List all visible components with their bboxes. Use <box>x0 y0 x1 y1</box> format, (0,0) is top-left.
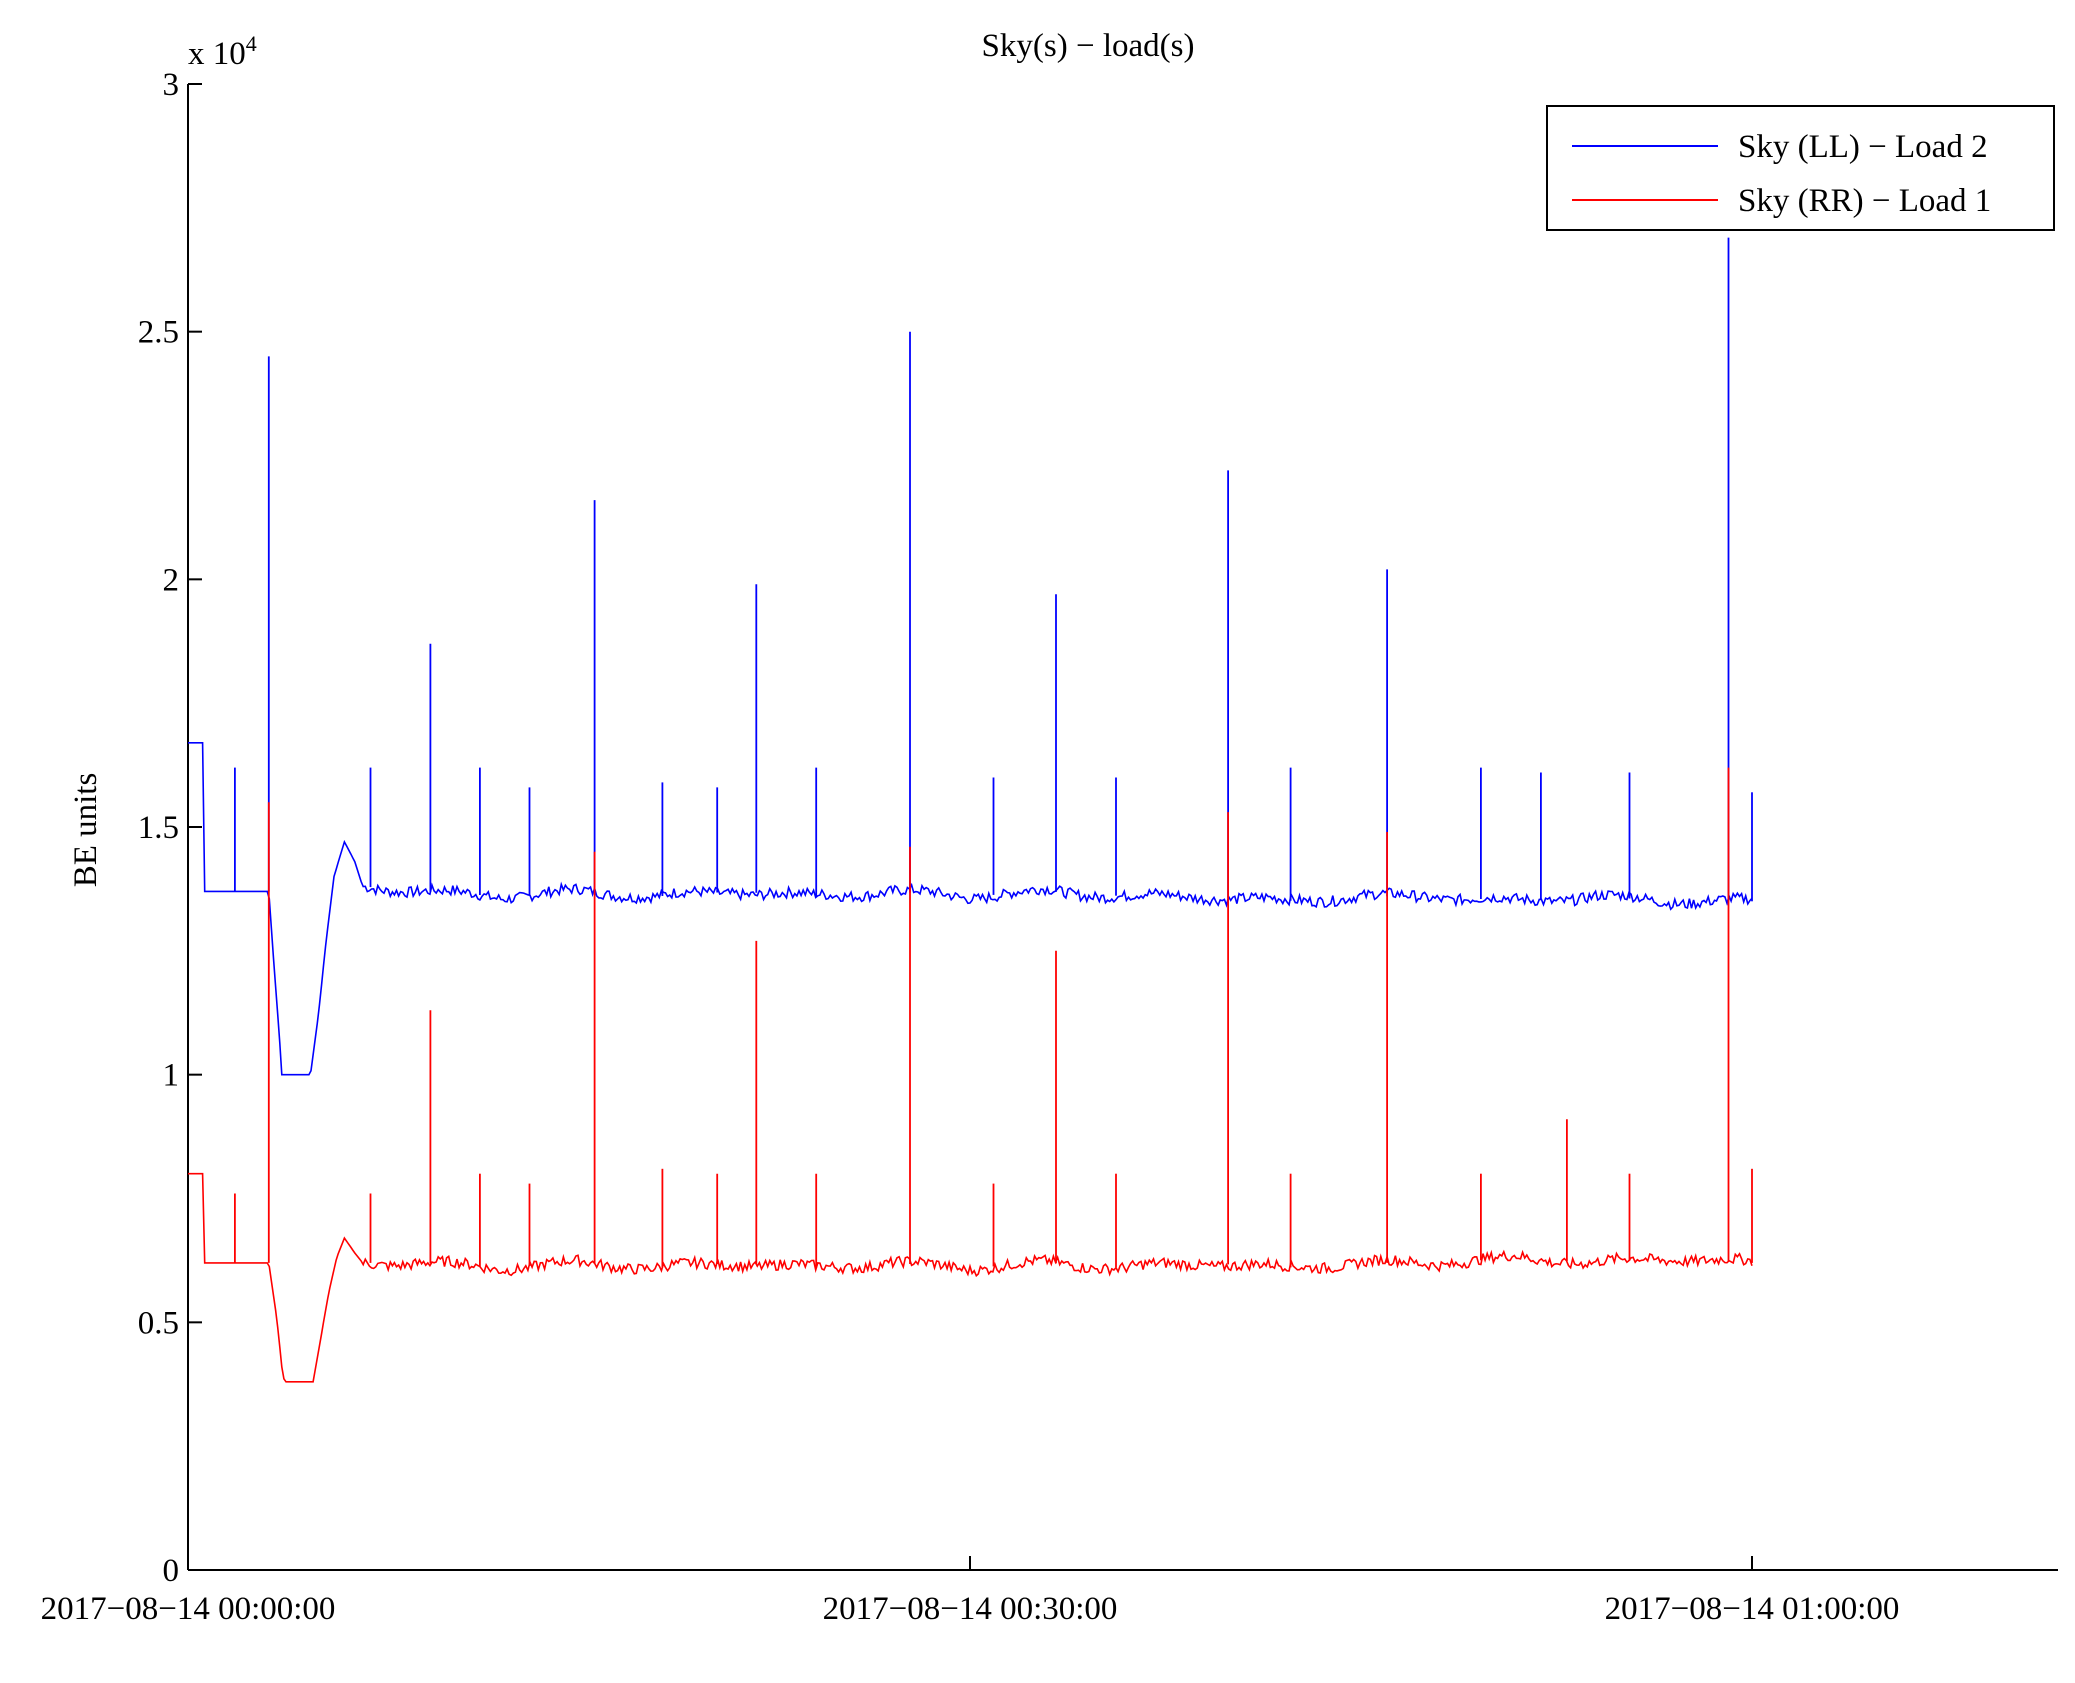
ticks-layer: 0 0.5 1 1.5 2 2.5 3 2017−08−14 00:00:00 2017−08−… <box>41 67 1900 1627</box>
series-line <box>188 742 1753 1076</box>
y-tick-label: 2 <box>163 562 180 598</box>
legend: Sky (LL) − Load 2 Sky (RR) − Load 1 <box>1546 105 2055 231</box>
legend-label: Sky (LL) − Load 2 <box>1738 129 1988 165</box>
legend-label: Sky (RR) − Load 1 <box>1738 183 1991 219</box>
series-layer <box>188 237 1753 1383</box>
y-multiplier-exponent: 4 <box>246 31 257 56</box>
chart-title: Sky(s) − load(s) <box>982 28 1195 64</box>
y-tick-label: 1.5 <box>138 810 179 846</box>
y-tick-label: 0.5 <box>138 1305 179 1341</box>
x-tick-label: 2017−08−14 00:00:00 <box>41 1591 336 1627</box>
y-tick-label: 2.5 <box>138 315 179 351</box>
y-tick-label: 3 <box>163 67 180 103</box>
y-axis-label: BE units <box>68 773 104 888</box>
series-sky-rr <box>188 767 1753 1383</box>
y-tick-label: 1 <box>163 1058 180 1094</box>
y-tick-label: 0 <box>163 1553 180 1589</box>
y-multiplier-label: x 104 <box>188 31 257 72</box>
series-sky-ll <box>188 237 1753 1076</box>
series-line <box>188 1172 1753 1383</box>
x-tick-label: 2017−08−14 01:00:00 <box>1605 1591 1900 1627</box>
x-tick-label: 2017−08−14 00:30:00 <box>823 1591 1118 1627</box>
legend-box <box>1546 105 2055 231</box>
